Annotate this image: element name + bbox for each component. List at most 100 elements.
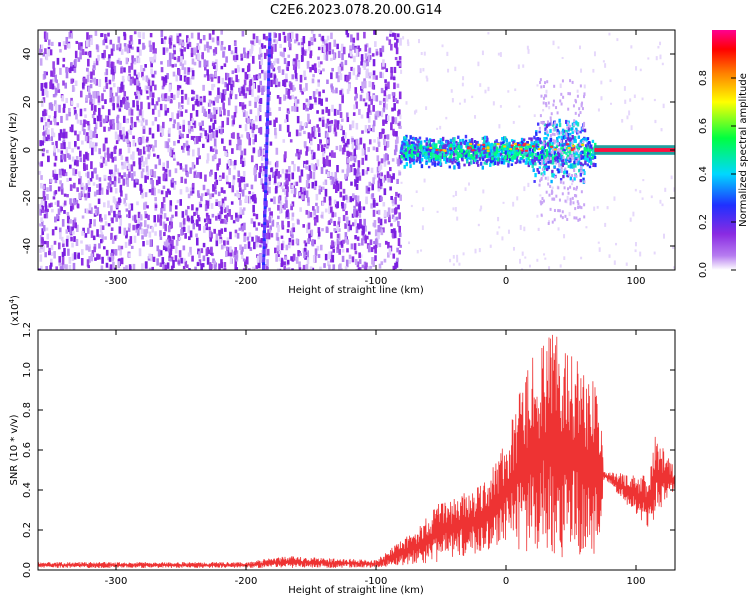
spectrogram-cell bbox=[556, 168, 559, 171]
spectrogram-cell bbox=[542, 149, 545, 154]
spectrogram-cell bbox=[198, 155, 201, 160]
spectrogram-cell bbox=[129, 129, 132, 135]
spectrogram-cell bbox=[189, 167, 192, 174]
spectrogram-cell bbox=[273, 196, 276, 205]
spectrogram-cell bbox=[234, 68, 238, 73]
spectrogram-cell bbox=[556, 150, 560, 155]
spectrogram-cell bbox=[62, 132, 66, 139]
spectrogram-cell bbox=[181, 42, 185, 46]
spectrogram-cell bbox=[113, 146, 117, 154]
spectrogram-cell bbox=[573, 177, 576, 181]
spectrogram-cell bbox=[540, 94, 543, 98]
spectrogram-cell bbox=[484, 89, 487, 94]
spectrogram-cell bbox=[497, 148, 501, 152]
spectrogram-cell bbox=[577, 218, 580, 222]
spectrogram-cell bbox=[574, 151, 577, 156]
spectrogram-cell bbox=[106, 188, 109, 195]
spectrogram-cell bbox=[202, 143, 205, 148]
spectrogram-cell bbox=[560, 163, 563, 166]
spectrogram-cell bbox=[52, 61, 55, 69]
spectrogram-cell bbox=[567, 164, 570, 168]
spectrogram-cell bbox=[212, 65, 216, 70]
spectrogram-cell bbox=[196, 157, 199, 165]
spectrogram-cell bbox=[439, 125, 442, 130]
spectrogram-cell bbox=[222, 172, 225, 179]
spectrogram-cell bbox=[166, 188, 170, 194]
spectrogram-cell bbox=[322, 68, 325, 72]
spectrogram-cell bbox=[586, 157, 590, 162]
spectrogram-cell bbox=[49, 79, 53, 86]
spectrogram-cell bbox=[320, 214, 324, 218]
spectrogram-cell bbox=[89, 130, 93, 139]
spectrogram-cell bbox=[62, 80, 65, 86]
spectrogram-cell bbox=[397, 193, 401, 198]
spectrogram-cell bbox=[382, 97, 386, 102]
spectrogram-cell bbox=[383, 258, 387, 263]
spectrogram-streak bbox=[266, 94, 270, 97]
spectrogram-cell bbox=[356, 261, 360, 268]
spectrogram-cell bbox=[321, 119, 325, 127]
spectrogram-cell bbox=[240, 250, 244, 255]
spectrogram-cell bbox=[194, 137, 197, 145]
spectrogram-cell bbox=[286, 66, 290, 72]
spectrogram-cell bbox=[157, 189, 161, 194]
spectrogram-cell bbox=[567, 121, 570, 125]
spectrogram-cell bbox=[450, 89, 453, 93]
spectrogram-cell bbox=[324, 253, 328, 261]
spectrogram-cell bbox=[543, 253, 546, 256]
spectrogram-cell bbox=[425, 148, 428, 153]
spectrogram-cell bbox=[125, 230, 128, 237]
spectrogram-cell bbox=[223, 267, 227, 270]
spectrogram-cell bbox=[337, 216, 341, 224]
spectrogram-streak bbox=[262, 248, 266, 252]
spectrogram-cell bbox=[335, 72, 339, 79]
spectrogram-cell bbox=[133, 235, 137, 243]
spectrogram-cell bbox=[44, 121, 48, 127]
spectrogram-cell bbox=[98, 254, 101, 260]
spectrogram-cell bbox=[74, 80, 78, 87]
spectrogram-cell bbox=[180, 56, 183, 63]
spectrogram-cell bbox=[138, 248, 142, 257]
spectrogram-cell bbox=[171, 182, 174, 188]
spectrogram-cell bbox=[40, 117, 44, 123]
spectrogram-cell bbox=[423, 140, 427, 143]
spectrogram-streak bbox=[264, 187, 268, 191]
spectrogram-cell bbox=[528, 264, 531, 268]
spectrogram-cell bbox=[83, 108, 87, 112]
spectrogram-cell bbox=[113, 176, 117, 182]
spectrogram-cell bbox=[86, 171, 90, 179]
spectrogram-cell bbox=[464, 154, 468, 158]
spectrogram-cell bbox=[587, 140, 591, 145]
spectrogram-cell bbox=[223, 207, 227, 213]
spectrogram-cell bbox=[108, 54, 111, 59]
spectrogram-cell bbox=[190, 135, 194, 140]
spectrogram-cell bbox=[122, 126, 125, 135]
spectrogram-cell bbox=[204, 192, 208, 196]
spectrogram-cell bbox=[215, 127, 218, 132]
spectrogram-cell bbox=[298, 267, 302, 270]
spectrogram-cell bbox=[39, 58, 43, 66]
spectrogram-cell bbox=[307, 174, 311, 181]
spectrogram-cell bbox=[395, 261, 399, 268]
spectrogram-cell bbox=[375, 51, 379, 56]
spectrogram-cell bbox=[482, 189, 485, 194]
spectrogram-cell bbox=[210, 115, 213, 122]
spectrogram-cell bbox=[473, 159, 477, 163]
spectrogram-cell bbox=[137, 218, 141, 224]
spectrogram-cell bbox=[365, 69, 369, 73]
spectrogram-cell bbox=[299, 121, 303, 129]
spectrogram-cell bbox=[366, 235, 369, 240]
spectrogram-cell bbox=[99, 213, 102, 222]
spectrogram-cell bbox=[402, 157, 405, 161]
spectrogram-cell bbox=[245, 111, 249, 118]
spectrogram-cell bbox=[273, 119, 276, 127]
spectrogram-cell bbox=[409, 158, 413, 162]
spectrogram-cell bbox=[456, 257, 459, 263]
spectrogram-cell bbox=[464, 134, 468, 139]
spectrogram-cell bbox=[303, 122, 307, 127]
spectrogram-cell bbox=[207, 45, 210, 53]
spectrogram-cell bbox=[516, 196, 519, 201]
spectrogram-cell bbox=[328, 264, 331, 270]
spectrogram-cell bbox=[61, 153, 65, 160]
